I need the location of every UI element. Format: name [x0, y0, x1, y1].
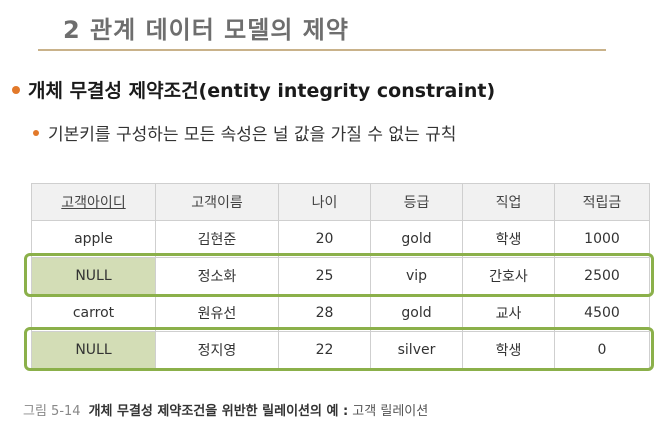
figure-number: 그림 5-14	[23, 404, 81, 419]
customer-relation-table: 고객아이디 고객이름 나이 등급 직업 적립금 apple 김현준 20 gol…	[31, 183, 650, 369]
table-cell: gold	[370, 220, 463, 258]
table-cell: 25	[278, 257, 371, 295]
table-cell: 김현준	[155, 220, 279, 258]
table-cell: 교사	[462, 294, 555, 332]
figure-caption: 그림 5-14 개체 무결성 제약조건을 위반한 릴레이션의 예 : 고객 릴레이…	[23, 400, 428, 419]
column-header-customer-name: 고객이름	[155, 183, 279, 221]
column-header-customer-id: 고객아이디	[31, 183, 156, 221]
bullet-dot-icon	[12, 85, 20, 94]
null-key-cell: NULL	[31, 331, 156, 369]
table-cell: 학생	[462, 331, 555, 369]
sub-bullet: 기본키를 구성하는 모든 속성은 널 값을 가질 수 없는 규칙	[33, 120, 456, 145]
table-cell: 28	[278, 294, 371, 332]
table-cell: 20	[278, 220, 371, 258]
table-row: apple 김현준 20 gold 학생 1000	[31, 220, 650, 258]
null-key-cell: NULL	[31, 257, 156, 295]
sub-bullet-text: 기본키를 구성하는 모든 속성은 널 값을 가질 수 없는 규칙	[48, 125, 457, 145]
table-header-row: 고객아이디 고객이름 나이 등급 직업 적립금	[31, 183, 650, 221]
table-cell: 학생	[462, 220, 555, 258]
figure-caption-main: 개체 무결성 제약조건을 위반한 릴레이션의 예 :	[88, 404, 349, 419]
table-row: NULL 정소화 25 vip 간호사 2500	[31, 257, 650, 295]
table-cell: carrot	[31, 294, 156, 332]
table-row: carrot 원유선 28 gold 교사 4500	[31, 294, 650, 332]
column-header-job: 직업	[462, 183, 555, 221]
column-header-points: 적립금	[554, 183, 650, 221]
bullet-dot-icon	[33, 129, 39, 136]
title-divider	[38, 49, 606, 51]
table-cell: 정소화	[155, 257, 279, 295]
violation-highlight-box	[24, 253, 654, 297]
table-cell: 원유선	[155, 294, 279, 332]
table-row: NULL 정지영 22 silver 학생 0	[31, 331, 650, 369]
table-cell: apple	[31, 220, 156, 258]
table-cell: 2500	[554, 257, 650, 295]
main-bullet: 개체 무결성 제약조건(entity integrity constraint)	[12, 76, 495, 103]
main-bullet-text: 개체 무결성 제약조건(entity integrity constraint)	[28, 80, 496, 102]
column-header-grade: 등급	[370, 183, 463, 221]
column-header-age: 나이	[278, 183, 371, 221]
table-cell: 1000	[554, 220, 650, 258]
slide-title: 2 관계 데이터 모델의 제약	[63, 16, 349, 44]
table-cell: 정지영	[155, 331, 279, 369]
table-cell: 간호사	[462, 257, 555, 295]
figure-caption-sub: 고객 릴레이션	[348, 404, 429, 419]
violation-highlight-box	[24, 327, 654, 371]
table-cell: gold	[370, 294, 463, 332]
table-cell: 4500	[554, 294, 650, 332]
table-cell: 22	[278, 331, 371, 369]
